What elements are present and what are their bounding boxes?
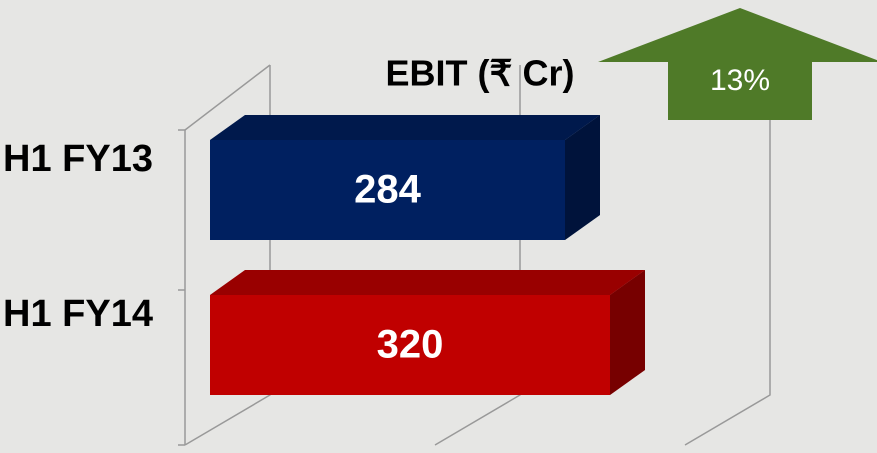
bar-top-shade xyxy=(210,270,645,295)
category-label: H1 FY13 xyxy=(3,138,153,180)
bar-side xyxy=(565,115,600,240)
arrow-shape xyxy=(598,8,877,120)
bar-top xyxy=(210,270,645,295)
value-label: 320 xyxy=(377,323,444,367)
bar xyxy=(210,270,645,395)
growth-arrow: 13% xyxy=(598,8,877,120)
bar-front xyxy=(210,295,610,395)
bar-side-shade xyxy=(610,270,645,395)
category-label: H1 FY14 xyxy=(3,293,153,335)
wall-edge xyxy=(184,64,271,131)
bar-top xyxy=(210,115,600,140)
grid-line-segment xyxy=(684,65,771,446)
chart-title: EBIT (₹ Cr) xyxy=(386,53,575,94)
annotation-text: 13% xyxy=(710,64,770,97)
bar-side xyxy=(610,270,645,395)
bar-top-shade xyxy=(210,115,600,140)
bar xyxy=(210,115,600,240)
bar-side-shade xyxy=(565,115,600,240)
bar-front xyxy=(210,140,565,240)
value-label: 284 xyxy=(354,168,421,212)
grid-line xyxy=(684,65,771,446)
